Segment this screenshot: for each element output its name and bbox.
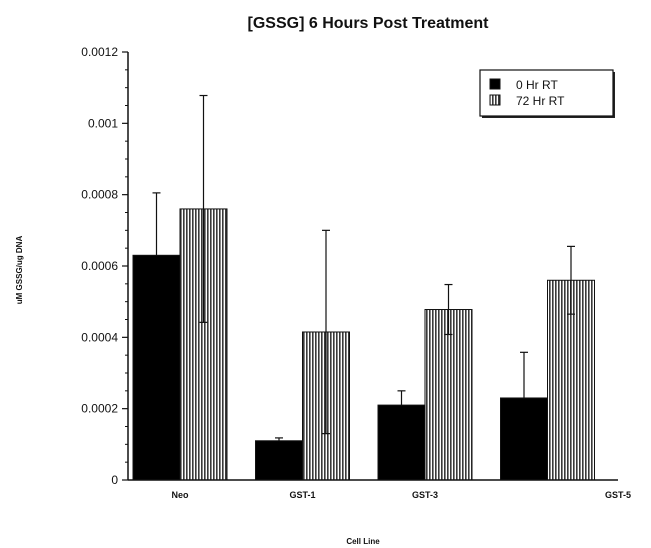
- y-axis-title: uM GSSG/ug DNA: [15, 236, 24, 305]
- x-tick-label: Neo: [171, 490, 189, 500]
- y-tick-label: 0.0002: [81, 402, 118, 416]
- legend-box: [479, 69, 614, 117]
- bar-gst-1-series1: [255, 440, 303, 481]
- y-tick-label: 0.0012: [81, 45, 118, 59]
- y-tick-label: 0.0004: [81, 330, 118, 344]
- legend-swatch: [489, 78, 501, 90]
- legend-label: 0 Hr RT: [516, 78, 558, 92]
- y-tick-label: 0.0006: [81, 259, 118, 273]
- bar-neo-series1: [132, 254, 181, 481]
- bar-gst-3-series2: [424, 309, 473, 481]
- x-tick-label: GST-3: [412, 490, 438, 500]
- legend-label: 72 Hr RT: [516, 94, 565, 108]
- x-tick-label: GST-5: [605, 490, 631, 500]
- chart-title: [GSSG] 6 Hours Post Treatment: [248, 15, 490, 32]
- y-tick-label: 0.0008: [81, 188, 118, 202]
- x-axis-title: Cell Line: [346, 537, 380, 546]
- x-tick-label: GST-1: [289, 490, 315, 500]
- legend-swatch: [489, 94, 501, 106]
- y-tick-label: 0.001: [88, 116, 118, 130]
- bar-gst-3-series1: [377, 404, 426, 481]
- legend: 0 Hr RT 72 Hr RT: [479, 69, 615, 118]
- y-tick-label: 0: [111, 473, 118, 487]
- bar-gst-5-series1: [500, 397, 548, 481]
- plot-area: 0 0.0002 0.0004 0.0006 0.0008 0.001 0.0012 Neo G…: [81, 45, 631, 500]
